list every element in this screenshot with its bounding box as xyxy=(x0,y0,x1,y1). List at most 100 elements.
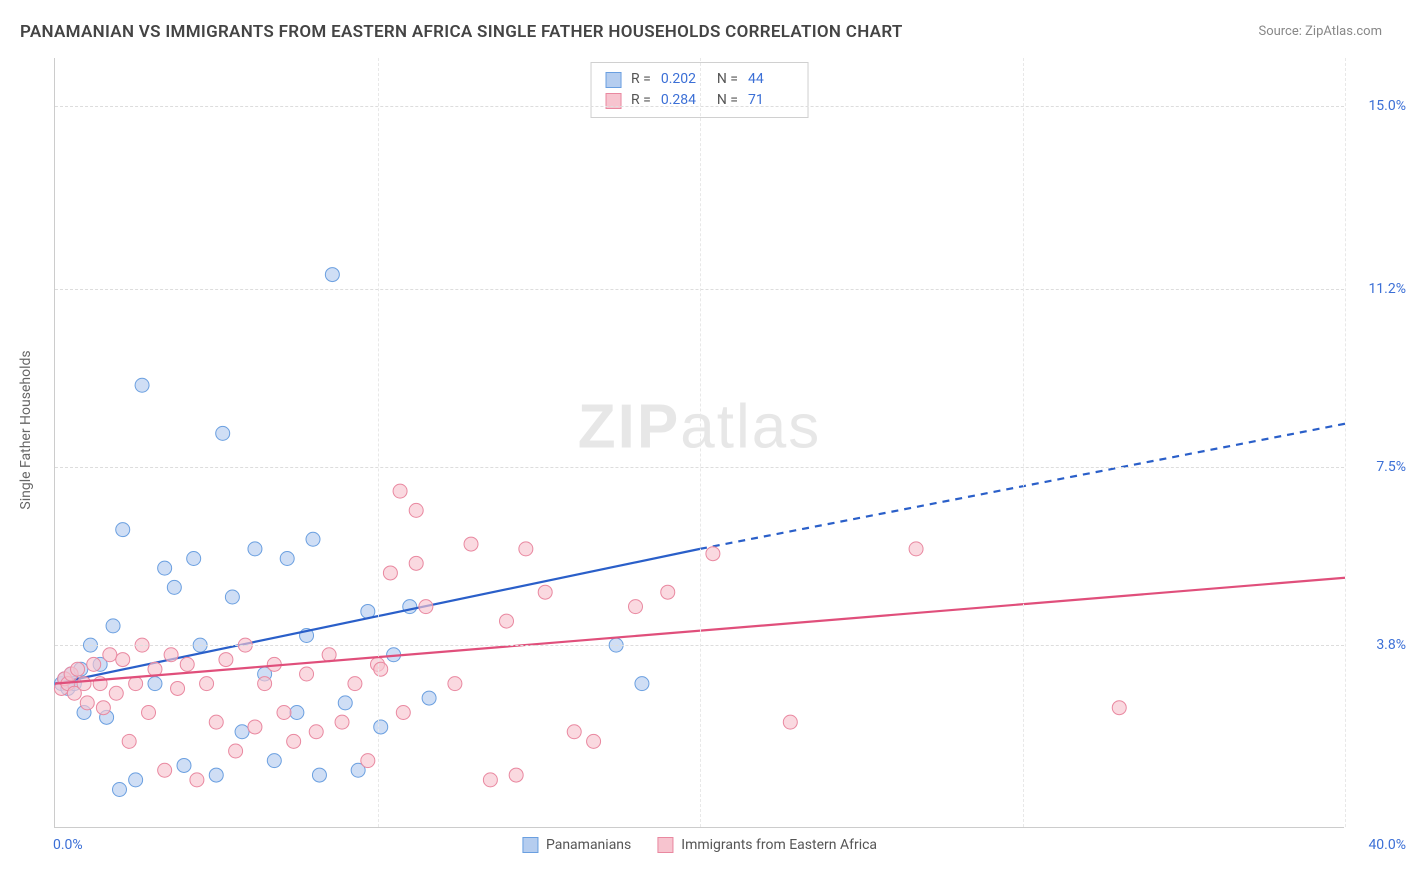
data-point xyxy=(306,532,320,546)
x-tick-max: 40.0% xyxy=(1368,837,1406,853)
data-point xyxy=(383,566,397,580)
data-point xyxy=(483,773,497,787)
y-tick-label: 15.0% xyxy=(1368,98,1406,114)
data-point xyxy=(116,653,130,667)
data-point xyxy=(277,706,291,720)
data-point xyxy=(393,484,407,498)
data-point xyxy=(248,542,262,556)
legend-label: Immigrants from Eastern Africa xyxy=(681,837,877,853)
data-point xyxy=(109,686,123,700)
data-point xyxy=(464,537,478,551)
data-point xyxy=(129,773,143,787)
data-point xyxy=(629,600,643,614)
data-point xyxy=(229,744,243,758)
data-point xyxy=(122,734,136,748)
data-point xyxy=(374,662,388,676)
data-point xyxy=(1112,701,1126,715)
data-point xyxy=(280,552,294,566)
x-tick-min: 0.0% xyxy=(53,837,83,853)
data-point xyxy=(348,677,362,691)
legend-swatch xyxy=(522,837,538,853)
n-label: N = xyxy=(717,69,738,90)
data-point xyxy=(129,677,143,691)
data-point xyxy=(219,653,233,667)
data-point xyxy=(71,662,85,676)
legend-item: Panamanians xyxy=(522,837,631,853)
data-point xyxy=(500,614,514,628)
chart-container: PANAMANIAN VS IMMIGRANTS FROM EASTERN AF… xyxy=(0,0,1406,892)
data-point xyxy=(106,619,120,633)
data-point xyxy=(190,773,204,787)
v-gridline xyxy=(378,58,379,827)
data-point xyxy=(635,677,649,691)
data-point xyxy=(77,677,91,691)
legend-swatch xyxy=(657,837,673,853)
n-label: N = xyxy=(717,90,738,111)
data-point xyxy=(158,561,172,575)
series-swatch xyxy=(605,72,621,88)
data-point xyxy=(374,720,388,734)
data-point xyxy=(96,701,110,715)
data-point xyxy=(209,768,223,782)
data-point xyxy=(87,657,101,671)
legend-item: Immigrants from Eastern Africa xyxy=(657,837,877,853)
data-point xyxy=(116,523,130,537)
r-label: R = xyxy=(631,69,651,90)
data-point xyxy=(177,758,191,772)
data-point xyxy=(248,720,262,734)
data-point xyxy=(509,768,523,782)
y-tick-label: 7.5% xyxy=(1376,459,1406,475)
n-value: 44 xyxy=(748,69,794,90)
r-label: R = xyxy=(631,90,651,111)
data-point xyxy=(103,648,117,662)
data-point xyxy=(267,754,281,768)
v-gridline xyxy=(700,58,701,827)
data-point xyxy=(225,590,239,604)
data-point xyxy=(258,677,272,691)
data-point xyxy=(216,426,230,440)
data-point xyxy=(235,725,249,739)
data-point xyxy=(142,706,156,720)
data-point xyxy=(164,648,178,662)
data-point xyxy=(409,503,423,517)
data-point xyxy=(167,580,181,594)
data-point xyxy=(312,768,326,782)
data-point xyxy=(338,696,352,710)
data-point xyxy=(80,696,94,710)
series-legend: Panamanians Immigrants from Eastern Afric… xyxy=(522,837,877,853)
y-tick-label: 11.2% xyxy=(1368,281,1406,297)
data-point xyxy=(706,547,720,561)
data-point xyxy=(171,681,185,695)
source-attribution: Source: ZipAtlas.com xyxy=(1258,24,1382,39)
y-tick-label: 3.8% xyxy=(1376,637,1406,653)
data-point xyxy=(409,556,423,570)
data-point xyxy=(158,763,172,777)
data-point xyxy=(909,542,923,556)
v-gridline xyxy=(1023,58,1024,827)
data-point xyxy=(325,268,339,282)
data-point xyxy=(300,667,314,681)
data-point xyxy=(148,677,162,691)
data-point xyxy=(209,715,223,729)
n-value: 71 xyxy=(748,90,794,111)
data-point xyxy=(538,585,552,599)
data-point xyxy=(187,552,201,566)
data-point xyxy=(180,657,194,671)
data-point xyxy=(361,754,375,768)
legend-label: Panamanians xyxy=(546,837,631,853)
data-point xyxy=(309,725,323,739)
chart-title: PANAMANIAN VS IMMIGRANTS FROM EASTERN AF… xyxy=(20,22,903,42)
data-point xyxy=(567,725,581,739)
data-point xyxy=(587,734,601,748)
v-gridline xyxy=(1345,58,1346,827)
data-point xyxy=(335,715,349,729)
y-axis-label: Single Father Households xyxy=(18,350,34,509)
data-point xyxy=(290,706,304,720)
data-point xyxy=(661,585,675,599)
data-point xyxy=(287,734,301,748)
data-point xyxy=(422,691,436,705)
data-point xyxy=(519,542,533,556)
data-point xyxy=(135,378,149,392)
data-point xyxy=(448,677,462,691)
plot-area: ZIPatlas R =0.202N =44R =0.284N =71 0.0%… xyxy=(54,58,1344,828)
